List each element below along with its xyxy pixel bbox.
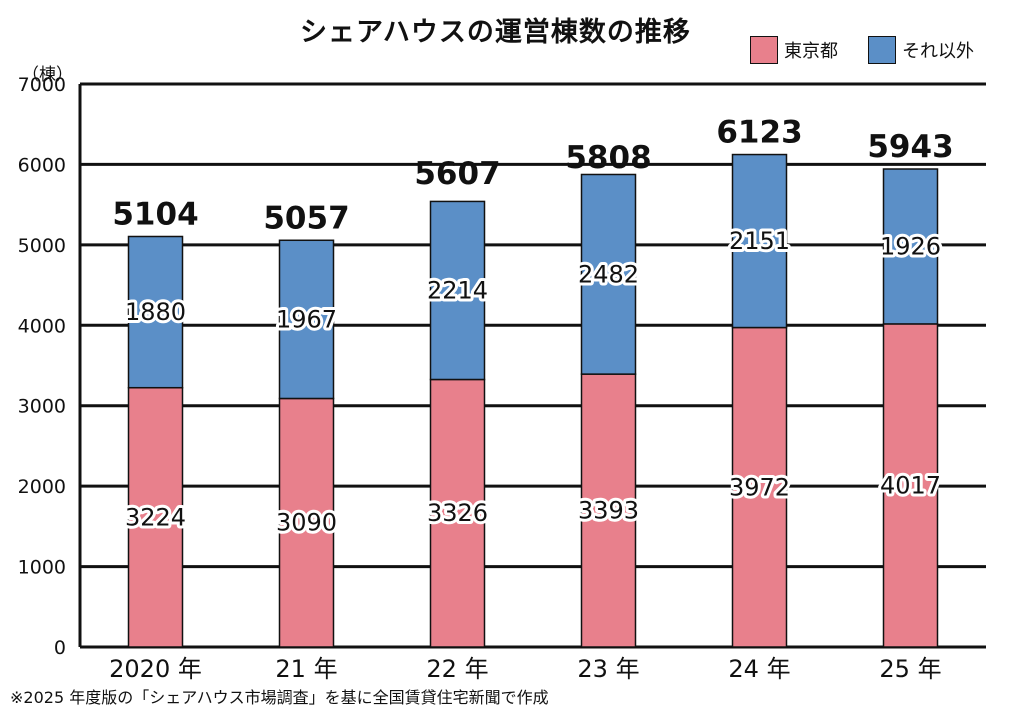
total-label: 6123: [716, 115, 802, 151]
value-label-tokyo: 3090: [276, 509, 337, 537]
y-tick-label: 4000: [18, 315, 66, 337]
value-label-other: 1880: [125, 298, 186, 326]
bar-segment-other: [127, 235, 184, 389]
y-tick-label: 3000: [18, 396, 66, 418]
y-tick-label: 2000: [18, 476, 66, 498]
value-label-other: 2482: [578, 260, 639, 288]
bar-segment-tokyo: [882, 323, 939, 648]
y-tick-label: 7000: [18, 74, 66, 96]
total-label: 5808: [565, 140, 651, 176]
total-label: 5104: [112, 196, 198, 232]
bar-segment-tokyo: [127, 386, 184, 648]
value-label-other: 2214: [427, 276, 488, 304]
value-label-tokyo: 3972: [729, 473, 790, 501]
bar-segment-other: [278, 239, 335, 400]
chart-title: シェアハウスの運営棟数の推移: [300, 17, 691, 48]
legend-label-other: それ以外: [902, 41, 974, 62]
x-tick-label: 2020 年: [109, 655, 202, 683]
x-tick-label: 23 年: [577, 655, 639, 683]
x-tick-label: 22 年: [426, 655, 488, 683]
bar-segment-other: [580, 173, 637, 375]
bar-segment-other: [882, 168, 939, 325]
x-tick-label: 21 年: [275, 655, 337, 683]
legend-item-tokyo: 東京都: [750, 36, 838, 64]
value-label-tokyo: 3393: [578, 497, 639, 525]
total-label: 5943: [867, 129, 953, 165]
y-axis-unit: （棟）: [22, 65, 73, 85]
legend-label-tokyo: 東京都: [784, 41, 838, 62]
bar-segment-tokyo: [278, 397, 335, 648]
y-tick-label: 6000: [18, 154, 66, 176]
value-label-other: 1967: [276, 305, 337, 333]
legend-swatch-other: [868, 36, 896, 64]
total-label: 5607: [414, 156, 500, 192]
y-tick-label: 5000: [18, 235, 66, 257]
value-label-tokyo: 3326: [427, 499, 488, 527]
legend-swatch-tokyo: [750, 36, 778, 64]
value-label-other: 1926: [880, 232, 941, 260]
source-note: ※2025 年度版の「シェアハウス市場調査」を基に全国賃貸住宅新聞で作成: [10, 688, 549, 707]
y-tick-label: 1000: [18, 557, 66, 579]
x-tick-label: 25 年: [879, 655, 941, 683]
bar-segment-other: [429, 200, 486, 381]
y-tick-label: 0: [54, 637, 66, 659]
bar-segment-tokyo: [580, 373, 637, 648]
total-label: 5057: [263, 200, 349, 236]
value-label-tokyo: 3224: [125, 503, 186, 531]
value-label-tokyo: 4017: [880, 471, 941, 499]
x-tick-label: 24 年: [728, 655, 790, 683]
legend-item-other: それ以外: [868, 36, 974, 64]
bar-segment-other: [731, 153, 788, 329]
value-label-other: 2151: [729, 227, 790, 255]
